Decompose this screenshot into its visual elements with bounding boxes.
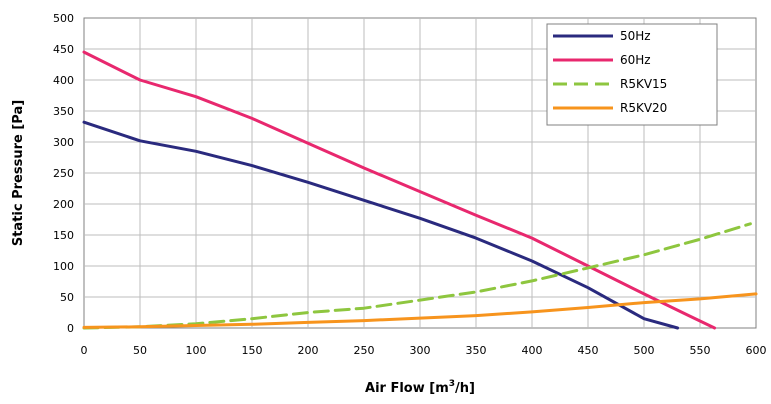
legend-label-r5kv20: R5KV20: [620, 101, 667, 115]
y-tick-label: 450: [53, 43, 74, 56]
x-axis-title: Air Flow [m3/h]: [365, 379, 475, 396]
legend-label-60hz: 60Hz: [620, 53, 651, 67]
x-axis-title-superscript: 3: [449, 379, 455, 389]
x-tick-label: 350: [466, 344, 487, 357]
series-lines: [82, 50, 758, 330]
x-tick-label: 50: [133, 344, 147, 357]
y-tick-label: 50: [60, 291, 74, 304]
y-tick-label: 200: [53, 198, 74, 211]
series-line-60hz: [82, 50, 717, 330]
y-tick-label: 100: [53, 260, 74, 273]
x-tick-label: 300: [410, 344, 431, 357]
y-tick-label: 250: [53, 167, 74, 180]
x-tick-label: 600: [746, 344, 767, 357]
series-line-r5kv15: [82, 222, 752, 330]
y-tick-label: 0: [67, 322, 74, 335]
y-axis-ticks: 0 50 100 150 200 250 300 350 400 450 500: [53, 12, 74, 335]
x-tick-label: 200: [298, 344, 319, 357]
x-tick-label: 0: [81, 344, 88, 357]
x-axis-title-end: /h]: [455, 381, 475, 396]
x-tick-label: 400: [522, 344, 543, 357]
x-tick-label: 450: [578, 344, 599, 357]
y-axis-title: Static Pressure [Pa]: [11, 100, 26, 246]
x-tick-label: 550: [690, 344, 711, 357]
x-axis-ticks: 0 50 100 150 200 250 300 350 400 450 500 550 600: [81, 344, 767, 357]
legend-label-50hz: 50Hz: [620, 29, 651, 43]
x-tick-label: 500: [634, 344, 655, 357]
x-tick-label: 100: [186, 344, 207, 357]
y-tick-label: 400: [53, 74, 74, 87]
y-tick-label: 350: [53, 105, 74, 118]
x-tick-label: 250: [354, 344, 375, 357]
series-line-50hz: [82, 120, 680, 330]
y-tick-label: 300: [53, 136, 74, 149]
legend: 50Hz 60Hz R5KV15 R5KV20: [546, 23, 718, 126]
legend-label-r5kv15: R5KV15: [620, 77, 667, 91]
x-tick-label: 150: [242, 344, 263, 357]
series-line-r5kv20: [82, 292, 758, 329]
y-tick-label: 500: [53, 12, 74, 25]
y-tick-label: 150: [53, 229, 74, 242]
